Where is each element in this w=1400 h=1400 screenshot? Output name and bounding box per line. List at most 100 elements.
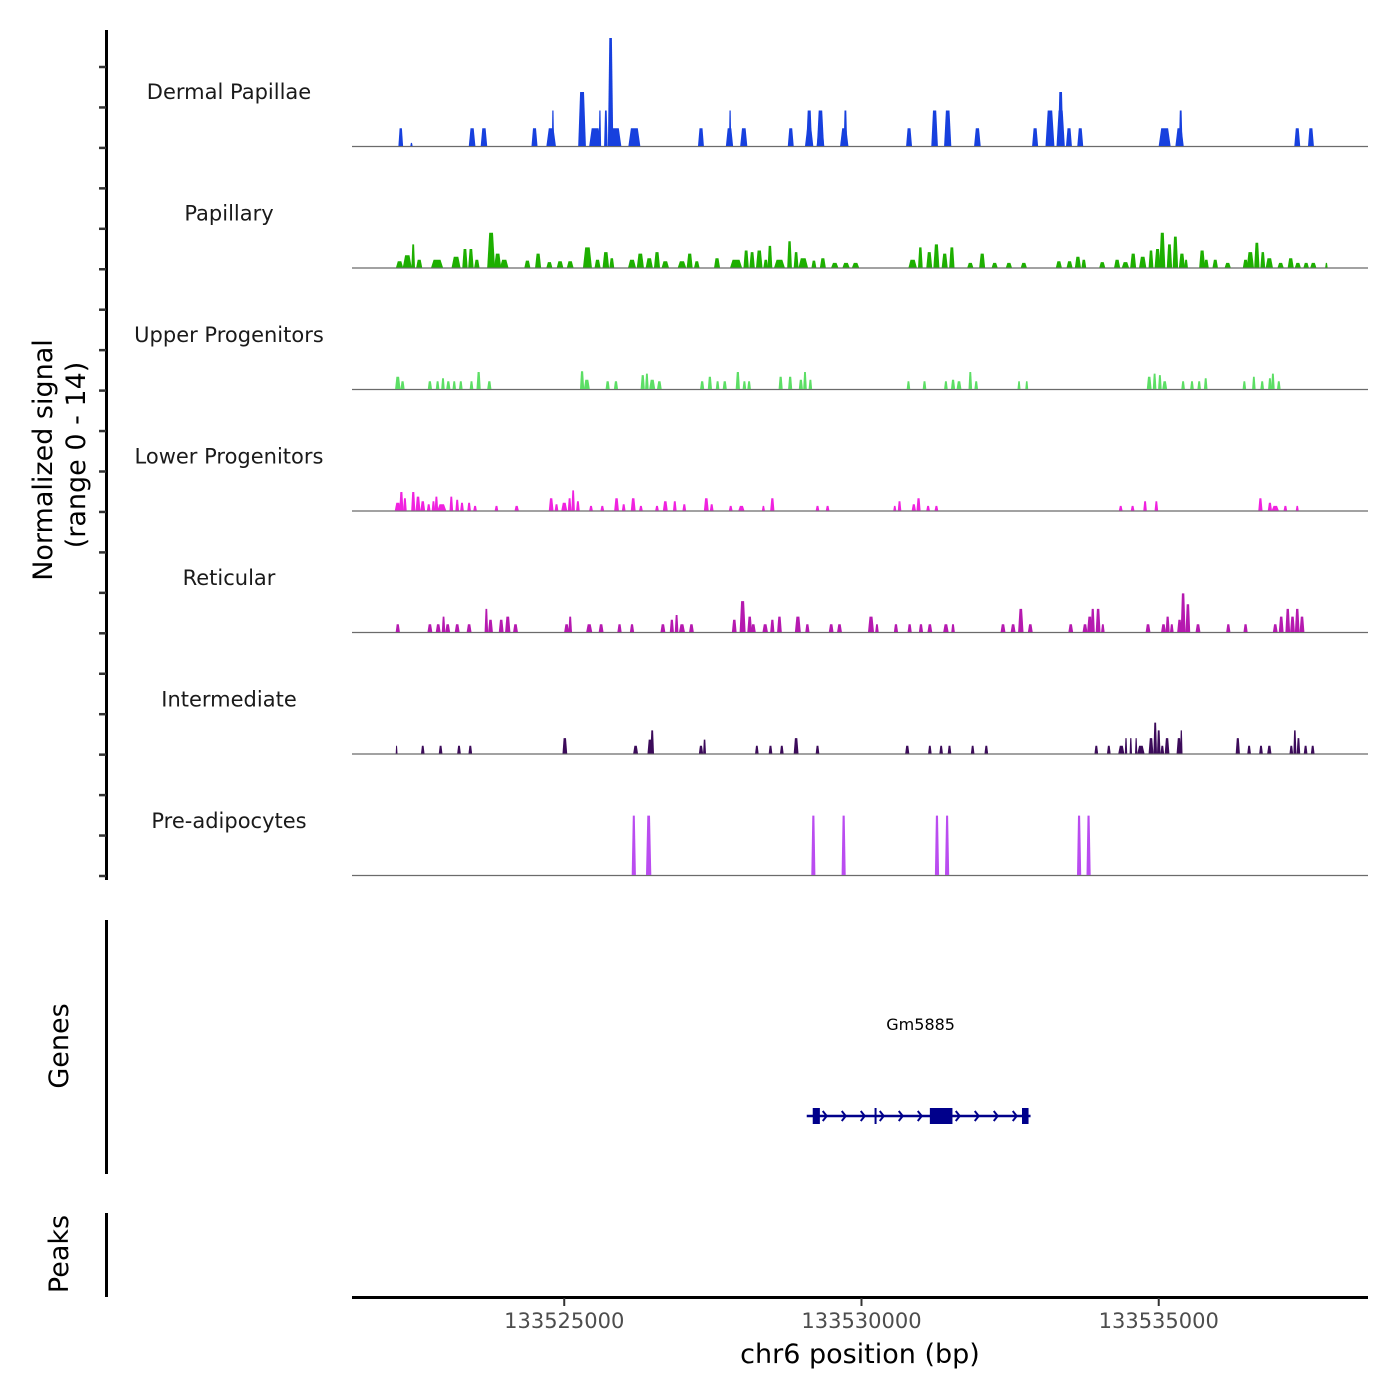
signal-peak xyxy=(1180,730,1183,754)
signal-peak xyxy=(427,624,433,632)
signal-peak xyxy=(1294,608,1300,632)
signal-peak xyxy=(1101,624,1105,632)
signal-peak xyxy=(441,378,445,389)
signal-peak xyxy=(837,624,842,632)
signal-peak xyxy=(926,252,933,268)
signal-peak xyxy=(1271,505,1279,511)
signal-peak xyxy=(1164,738,1170,754)
signal-peak xyxy=(455,499,459,511)
signal-peak xyxy=(728,110,732,146)
signal-peak xyxy=(629,624,635,632)
signal-peak xyxy=(1197,381,1201,389)
gene-label: Gm5885 xyxy=(886,1015,955,1034)
signal-peak xyxy=(548,498,554,511)
signal-peak xyxy=(546,128,556,146)
signal-peak xyxy=(564,624,569,632)
signal-peak xyxy=(709,504,714,511)
signal-peak xyxy=(1145,624,1151,632)
signal-peak xyxy=(1260,252,1266,268)
signal-peak xyxy=(738,505,745,511)
signal-peak xyxy=(906,381,911,389)
signal-peak xyxy=(1005,262,1012,268)
strand-arrow-icon xyxy=(973,1110,981,1122)
signal-peak xyxy=(594,259,601,268)
signal-peak xyxy=(1162,381,1168,389)
track-reticular: Reticular xyxy=(183,566,1368,634)
signal-peak xyxy=(1095,608,1101,632)
signal-peak xyxy=(571,490,575,511)
signal-peak xyxy=(487,381,492,389)
signal-peak xyxy=(1296,738,1301,754)
signal-peak xyxy=(631,815,636,875)
signal-peak xyxy=(1172,236,1179,268)
signal-peak xyxy=(787,128,794,146)
signal-peak xyxy=(1267,502,1272,511)
signal-peak xyxy=(755,745,759,754)
signal-peak xyxy=(679,624,685,632)
signal-peak xyxy=(906,128,912,146)
signal-peak xyxy=(1294,262,1301,268)
signal-peak xyxy=(763,259,769,268)
track-label: Intermediate xyxy=(161,688,297,712)
signal-peak xyxy=(655,505,659,511)
signal-peak xyxy=(1066,128,1072,146)
signal-peak xyxy=(944,381,948,389)
signal-peak xyxy=(1178,253,1185,268)
signal-peak xyxy=(488,619,493,632)
signal-peak xyxy=(1278,616,1284,632)
signal-peak xyxy=(816,128,825,146)
signal-peak xyxy=(922,381,927,389)
signal-peak xyxy=(811,260,817,268)
signal-peak xyxy=(1258,498,1263,511)
signal-peak xyxy=(1160,745,1165,754)
signal-peak xyxy=(774,259,785,268)
signal-peak xyxy=(494,505,499,511)
signal-peak xyxy=(1165,616,1170,632)
signal-peak xyxy=(1166,244,1173,268)
signal-peak xyxy=(1303,745,1308,754)
signal-peak xyxy=(650,730,654,754)
signal-peak xyxy=(566,261,574,268)
signal-peak xyxy=(793,252,799,268)
signal-peak xyxy=(395,376,401,389)
signal-peak xyxy=(554,504,559,511)
signal-peak xyxy=(451,256,461,268)
strand-arrow-icon xyxy=(840,1110,848,1122)
signal-peak xyxy=(1277,262,1284,268)
x-axis-ticks: 133525000 133530000 133535000 xyxy=(504,1298,1219,1333)
signal-peak xyxy=(780,745,784,754)
signal-peak xyxy=(968,372,973,389)
gene-gm5885: Gm5885 xyxy=(806,1015,1031,1124)
signal-peak xyxy=(1283,505,1288,511)
signal-peak xyxy=(1285,608,1291,632)
signal-peak xyxy=(487,232,495,268)
track-label: Papillary xyxy=(184,202,273,226)
signal-peak xyxy=(605,381,610,389)
coverage-tracks: Dermal Papillae Papillary Upper Progenitor… xyxy=(134,38,1368,877)
track-pre-adipocytes: Pre-adipocytes xyxy=(151,809,1368,877)
signal-peak xyxy=(476,372,481,389)
signal-peak xyxy=(842,262,850,268)
signal-peak xyxy=(589,505,593,511)
signal-peak xyxy=(1290,616,1295,632)
gene-exon xyxy=(929,1108,953,1124)
signal-peak xyxy=(934,815,940,875)
signal-peak xyxy=(1058,92,1064,146)
signal-peak xyxy=(633,745,638,754)
signal-peak xyxy=(1303,262,1309,268)
signal-peak xyxy=(1226,624,1231,632)
signal-peak xyxy=(645,373,649,389)
signal-peak xyxy=(703,498,709,511)
signal-peak xyxy=(1287,258,1294,268)
signal-peak xyxy=(494,253,502,268)
signal-peak xyxy=(1090,608,1095,632)
signal-peak xyxy=(600,505,605,511)
signal-peak xyxy=(583,379,590,389)
signal-peak xyxy=(640,375,645,389)
signal-peak xyxy=(583,247,592,268)
signal-peak xyxy=(438,745,443,754)
strand-arrow-icon xyxy=(821,1110,829,1122)
gene-exon xyxy=(812,1108,820,1124)
signal-peak xyxy=(1045,110,1055,146)
signal-peak xyxy=(607,38,614,146)
